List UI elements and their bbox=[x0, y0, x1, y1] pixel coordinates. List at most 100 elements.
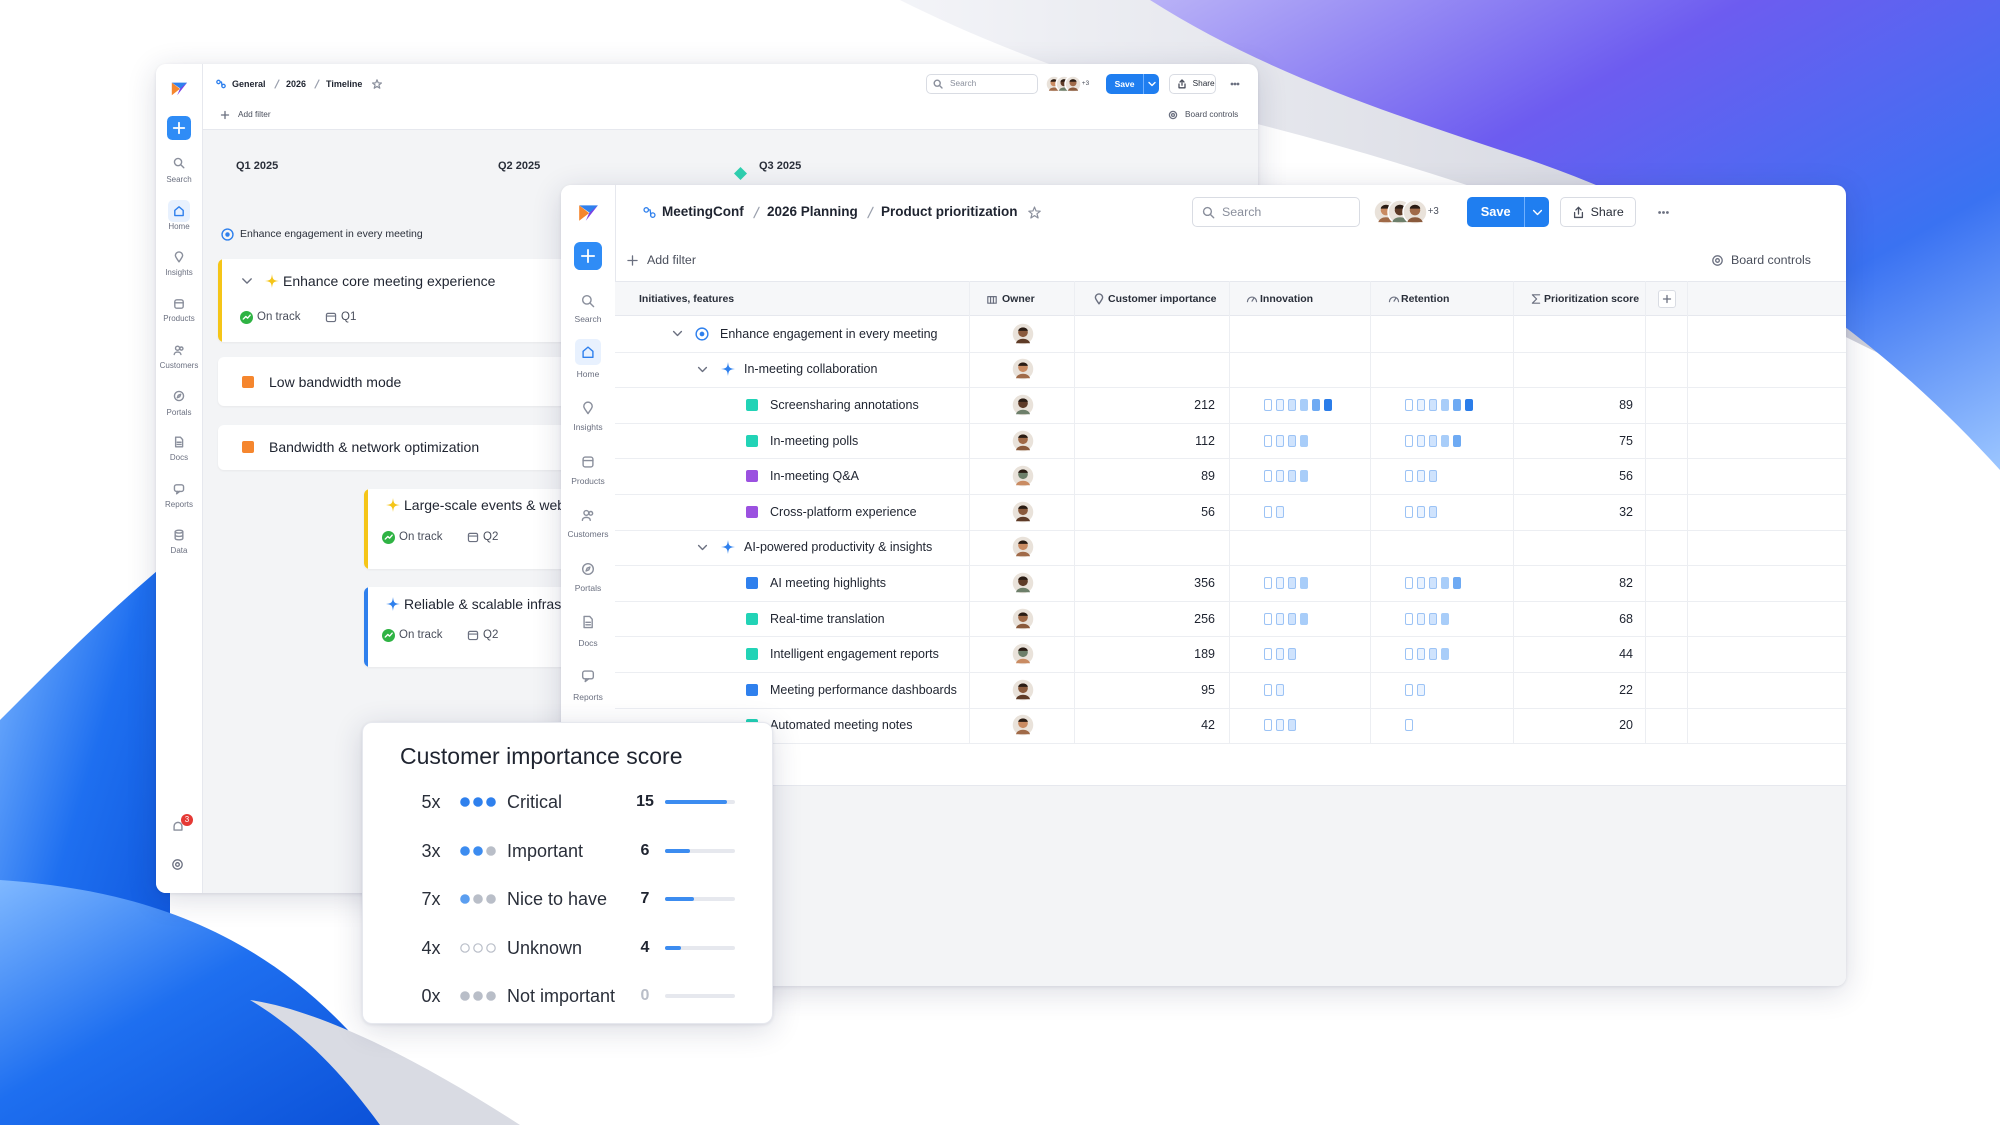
search-box[interactable]: Search bbox=[1192, 197, 1360, 227]
breadcrumb-item[interactable]: 2026 bbox=[286, 79, 307, 89]
breadcrumb-item[interactable]: Product prioritization bbox=[881, 204, 1018, 219]
level-square bbox=[1429, 434, 1437, 447]
add-filter[interactable]: Add filter bbox=[238, 110, 271, 119]
share-label: Share bbox=[1590, 205, 1624, 219]
nav-label[interactable]: Data bbox=[170, 546, 188, 555]
add-column-button[interactable] bbox=[1658, 289, 1676, 308]
row-name[interactable]: Intelligent engagement reports bbox=[770, 647, 939, 662]
level-square bbox=[1264, 648, 1272, 661]
level-square bbox=[1429, 612, 1437, 625]
nav-label[interactable]: Search bbox=[166, 175, 192, 184]
nav-label[interactable]: Home bbox=[168, 222, 190, 231]
breadcrumb-item[interactable]: Timeline bbox=[326, 79, 363, 89]
save-button[interactable]: Save bbox=[1106, 74, 1159, 94]
level-square bbox=[1405, 434, 1413, 447]
add-filter[interactable]: Add filter bbox=[647, 253, 696, 267]
breadcrumb-item[interactable]: 2026 Planning bbox=[767, 204, 858, 219]
quarter-label: Q2 2025 bbox=[498, 160, 541, 172]
owner-avatar bbox=[1011, 606, 1035, 631]
row-name[interactable]: Real-time translation bbox=[770, 611, 885, 626]
row-name[interactable]: AI-powered productivity & insights bbox=[744, 540, 933, 555]
breadcrumb-icon bbox=[643, 206, 656, 218]
importance-dots bbox=[460, 991, 496, 1001]
nav-label[interactable]: Portals bbox=[574, 583, 602, 593]
nav-label[interactable]: Docs bbox=[578, 638, 598, 648]
board-controls[interactable]: Board controls bbox=[1731, 253, 1811, 267]
level-square bbox=[1312, 399, 1320, 411]
owner-avatar bbox=[1011, 464, 1035, 488]
nav-label[interactable]: Insights bbox=[165, 268, 193, 277]
row-name[interactable]: Cross-platform experience bbox=[770, 504, 917, 519]
row-divider bbox=[615, 600, 1846, 602]
share-label: Share bbox=[1192, 79, 1215, 88]
share-button[interactable]: Share bbox=[1560, 197, 1636, 227]
column-header: Owner bbox=[1002, 292, 1035, 305]
nav-label[interactable]: Customers bbox=[567, 529, 609, 539]
nav-label[interactable]: Products bbox=[163, 314, 195, 323]
level-indicator bbox=[1264, 399, 1344, 411]
nav-label[interactable]: Search bbox=[574, 314, 602, 324]
row-name[interactable]: In-meeting polls bbox=[770, 433, 859, 448]
save-divider bbox=[1143, 74, 1145, 94]
row-name[interactable]: In-meeting Q&A bbox=[770, 469, 859, 484]
nav-label[interactable]: Insights bbox=[573, 422, 603, 432]
search-box[interactable]: Search bbox=[926, 74, 1038, 94]
count-track bbox=[665, 994, 735, 998]
row-divider bbox=[615, 458, 1846, 460]
level-square bbox=[1288, 648, 1296, 661]
nav-label[interactable]: Reports bbox=[164, 500, 193, 509]
level-square bbox=[1429, 648, 1437, 661]
prioritization-score: 89 bbox=[1619, 398, 1633, 412]
nav-label[interactable]: Products bbox=[571, 476, 605, 486]
notifications-icon bbox=[173, 821, 183, 831]
column-divider bbox=[969, 281, 970, 744]
save-dropdown bbox=[1532, 209, 1543, 215]
create-button bbox=[167, 116, 191, 140]
level-square bbox=[1276, 612, 1284, 625]
nav-label[interactable]: Home bbox=[576, 369, 600, 379]
card-status: On track bbox=[257, 311, 301, 323]
owner-avatar bbox=[1011, 393, 1035, 417]
add-filter-icon bbox=[220, 110, 230, 120]
nav-label[interactable]: Reports bbox=[573, 692, 603, 702]
level-square bbox=[1300, 470, 1308, 483]
level-square bbox=[1441, 612, 1449, 625]
milestone-diamond bbox=[734, 166, 747, 180]
level-square bbox=[1264, 470, 1272, 483]
level-square bbox=[1441, 648, 1449, 661]
row-name[interactable]: Meeting performance dashboards bbox=[770, 682, 957, 697]
owner-avatar bbox=[1011, 642, 1035, 666]
importance-label: Critical bbox=[507, 792, 563, 812]
level-square bbox=[1429, 577, 1437, 589]
share-button[interactable]: Share bbox=[1169, 74, 1216, 94]
ribbon-blue-bottom-2 bbox=[0, 880, 420, 1125]
nav-label[interactable]: Portals bbox=[166, 408, 192, 417]
timeline-card[interactable]: Bandwidth & network optimization bbox=[218, 425, 598, 470]
breadcrumb-item[interactable]: General bbox=[232, 79, 266, 89]
row-name[interactable]: Screensharing annotations bbox=[770, 398, 919, 412]
row-name[interactable]: Automated meeting notes bbox=[770, 718, 913, 733]
breadcrumb-item[interactable]: MeetingConf bbox=[662, 204, 744, 219]
timeline-card[interactable]: Low bandwidth mode bbox=[218, 357, 598, 406]
nav-label[interactable]: Docs bbox=[169, 453, 189, 462]
row-divider bbox=[615, 636, 1846, 638]
row-name[interactable]: AI meeting highlights bbox=[770, 576, 887, 590]
board-controls[interactable]: Board controls bbox=[1185, 110, 1239, 119]
popup-title: Customer importance score bbox=[400, 743, 683, 769]
nav-label[interactable]: Customers bbox=[159, 361, 199, 370]
level-square bbox=[1405, 612, 1413, 625]
add-filter-icon bbox=[627, 254, 638, 266]
row-name[interactable]: Enhance engagement in every meeting bbox=[720, 326, 938, 341]
save-button[interactable]: Save bbox=[1467, 197, 1549, 227]
row-name[interactable]: In-meeting collaboration bbox=[744, 362, 878, 377]
goal-icon bbox=[695, 327, 709, 341]
nav-icon bbox=[174, 299, 184, 309]
importance-popup: Customer importance score 5x Critical 15 3x I… bbox=[362, 722, 773, 1024]
row-divider bbox=[615, 422, 1846, 424]
timeline-card[interactable]: Enhance core meeting experience On track Q… bbox=[218, 259, 598, 342]
customer-importance: 356 bbox=[1194, 576, 1215, 590]
level-indicator bbox=[1264, 434, 1344, 447]
row-divider bbox=[615, 565, 1846, 567]
breadcrumb-separator bbox=[867, 206, 874, 218]
